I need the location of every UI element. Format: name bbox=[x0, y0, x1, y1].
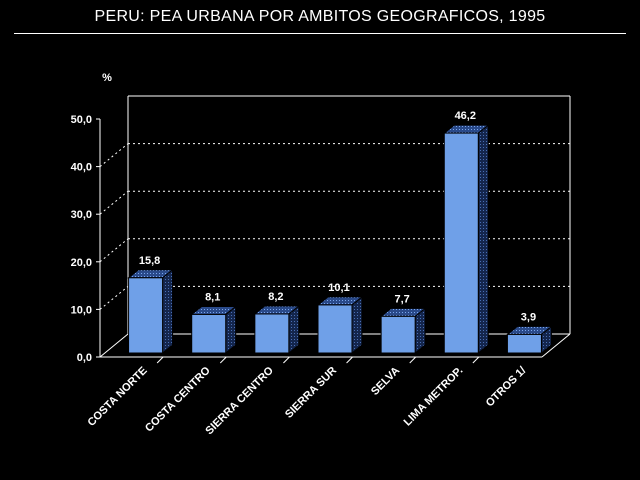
bar bbox=[379, 307, 427, 355]
y-tick-label: 0,0 bbox=[77, 352, 92, 364]
x-tick-mark bbox=[409, 356, 417, 364]
data-label: 46,2 bbox=[455, 110, 476, 122]
x-tick-label: SIERRA CENTRO bbox=[203, 364, 276, 437]
bar bbox=[442, 124, 490, 355]
data-label: 8,2 bbox=[268, 291, 283, 303]
bar-front bbox=[128, 277, 164, 354]
x-tick-label: COSTA CENTRO bbox=[143, 364, 213, 434]
chart-frame bbox=[99, 95, 571, 358]
bar-side bbox=[162, 268, 174, 355]
x-tick-mark bbox=[156, 356, 164, 364]
floor-right-edge bbox=[541, 333, 571, 358]
y-tick-label: 10,0 bbox=[71, 304, 92, 316]
bar-side bbox=[477, 124, 489, 355]
data-label: 3,9 bbox=[521, 311, 536, 323]
gridlines bbox=[99, 143, 570, 310]
bar bbox=[190, 305, 238, 355]
bar bbox=[316, 295, 364, 355]
data-label: 15,8 bbox=[139, 255, 160, 267]
bar-side bbox=[351, 295, 363, 355]
y-tick-label: 20,0 bbox=[71, 257, 92, 269]
gridline-side bbox=[99, 238, 129, 263]
bar-front bbox=[191, 313, 227, 354]
x-tick-label: COSTA NORTE bbox=[85, 365, 149, 429]
bar-front bbox=[443, 132, 479, 354]
bar-front bbox=[380, 315, 416, 354]
x-tick-mark bbox=[472, 356, 480, 364]
x-tick-mark bbox=[346, 356, 353, 364]
bar-front bbox=[254, 313, 290, 354]
bar bbox=[506, 325, 553, 355]
bar-front bbox=[506, 333, 542, 354]
gridline-side bbox=[99, 190, 129, 215]
x-tick-label: OTROS 1/ bbox=[484, 365, 529, 410]
data-labels: 15,8 8,1 8,2 10,1 7,7 46,2 3,9 bbox=[139, 110, 536, 323]
y-tick-label: 50,0 bbox=[71, 114, 92, 126]
y-tick-label: 30,0 bbox=[71, 209, 92, 221]
x-tick-label: SIERRA SUR bbox=[283, 365, 339, 421]
gridline-side bbox=[99, 286, 129, 310]
y-tick-label: 40,0 bbox=[71, 162, 92, 174]
x-tick-label: LIMA METROP. bbox=[402, 365, 466, 429]
bar bbox=[127, 268, 174, 355]
gridline-side bbox=[99, 143, 129, 167]
bar-front bbox=[317, 304, 353, 354]
y-axis-unit: % bbox=[102, 72, 112, 84]
bars bbox=[127, 124, 553, 355]
bar bbox=[253, 304, 301, 355]
y-axis: 0,0 10,0 20,0 30,0 40,0 50,0% bbox=[71, 72, 113, 364]
chart-title: PERU: PEA URBANA POR AMBITOS GEOGRAFICOS… bbox=[94, 8, 546, 25]
data-label: 7,7 bbox=[394, 293, 409, 305]
x-tick-mark bbox=[219, 356, 227, 364]
x-tick-mark bbox=[283, 356, 290, 364]
data-label: 10,1 bbox=[328, 282, 349, 294]
floor-left-edge bbox=[99, 333, 129, 358]
title-divider bbox=[14, 33, 626, 34]
data-label: 8,1 bbox=[205, 291, 220, 303]
x-tick-label: SELVA bbox=[369, 365, 402, 398]
